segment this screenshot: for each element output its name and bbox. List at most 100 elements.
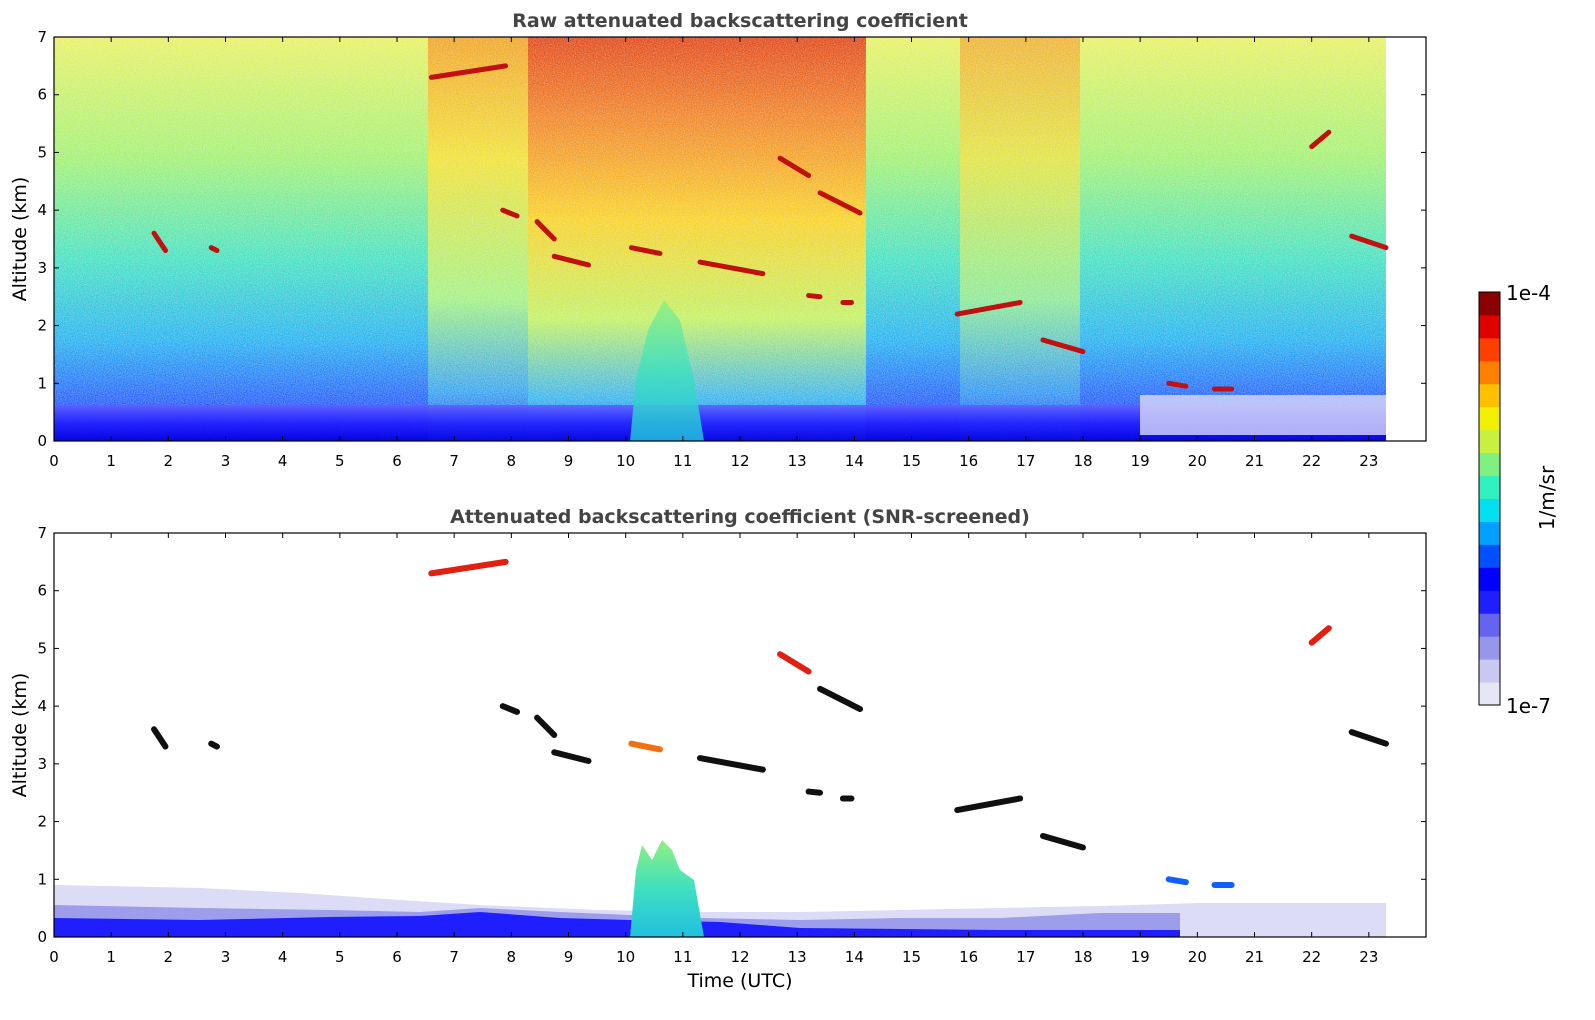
x-tick-label: 15 <box>902 452 921 470</box>
x-tick-label: 6 <box>392 452 402 470</box>
colorbar-segment <box>1479 567 1500 591</box>
colorbar-segment <box>1479 406 1500 431</box>
x-tick-label: 1 <box>106 948 116 966</box>
colorbar-segment <box>1479 360 1500 385</box>
y-tick-label: 1 <box>37 870 47 888</box>
x-tick-label: 10 <box>616 948 635 966</box>
colorbar-segment <box>1479 544 1500 568</box>
y-tick-label: 1 <box>37 374 47 392</box>
y-tick-label: 6 <box>37 86 47 104</box>
cloud-layer <box>628 740 663 753</box>
x-tick-label: 12 <box>730 452 749 470</box>
colorbar-segment <box>1479 429 1500 454</box>
x-tick-label: 16 <box>959 452 978 470</box>
y-tick-label: 0 <box>37 432 47 450</box>
x-tick-label: 6 <box>392 948 402 966</box>
x-tick-label: 13 <box>788 948 807 966</box>
boundary-layer-dense <box>54 912 1180 937</box>
y-tick-label: 2 <box>37 813 47 831</box>
x-tick-label: 21 <box>1245 948 1264 966</box>
colorbar-segment <box>1479 636 1500 660</box>
cloud-layer <box>551 253 592 268</box>
cloud-layer <box>499 703 521 715</box>
colorbar-min-label: 1e-7 <box>1506 694 1551 718</box>
cloud-layer <box>817 190 863 216</box>
axes: 0 1 2 3 4 5 6 7 8 9 10 11 12 13 14 15 16 17 18 19 20 21 22 2301… <box>37 28 1426 470</box>
heatmap-screened <box>54 558 1389 937</box>
cloud-layer <box>551 749 592 764</box>
cloud-layer <box>805 788 824 796</box>
cloud-layer <box>428 558 509 577</box>
y-tick-label: 4 <box>37 201 47 219</box>
colorbar-segment <box>1479 292 1500 316</box>
x-tick-label: 3 <box>221 452 231 470</box>
x-tick-label: 2 <box>164 948 174 966</box>
chart-title: Raw attenuated backscattering coefficien… <box>512 10 968 32</box>
chart-panel-raw: Raw attenuated backscattering coefficien… <box>9 10 1427 470</box>
cloud-layer <box>534 714 558 738</box>
x-tick-label: 0 <box>49 452 59 470</box>
x-tick-label: 17 <box>1016 452 1035 470</box>
colorbar-segment <box>1479 521 1500 545</box>
x-tick-label: 8 <box>507 948 517 966</box>
colorbar: 1e-4 1e-7 1/m/sr <box>1478 281 1559 718</box>
x-tick-label: 14 <box>845 452 864 470</box>
x-tick-label: 23 <box>1359 452 1378 470</box>
y-tick-label: 7 <box>37 28 47 46</box>
x-tick-label: 9 <box>564 452 574 470</box>
y-tick-label: 6 <box>37 582 47 600</box>
cloud-layer <box>1349 233 1389 251</box>
cloud-layer <box>1039 833 1086 851</box>
cloud-layer <box>1308 625 1332 646</box>
cloud-layer <box>697 259 766 277</box>
colorbar-segment <box>1479 659 1500 683</box>
x-tick-label: 15 <box>902 948 921 966</box>
cloud-layer <box>1348 729 1389 747</box>
y-tick-label: 5 <box>37 639 47 657</box>
cloud-layer <box>534 219 557 242</box>
chart-title: Attenuated backscattering coefficient (S… <box>450 506 1030 528</box>
aerosol-plume <box>630 840 704 937</box>
x-tick-label: 11 <box>673 948 692 966</box>
x-tick-label: 4 <box>278 948 288 966</box>
cloud-layer <box>208 740 220 750</box>
colorbar-max-label: 1e-4 <box>1506 281 1551 305</box>
colorbar-segment <box>1479 475 1500 499</box>
cloud-layer <box>777 651 812 675</box>
y-tick-label: 7 <box>37 524 47 542</box>
colorbar-segment <box>1479 613 1500 637</box>
x-tick-label: 14 <box>845 948 864 966</box>
y-axis-label: Altitude (km) <box>9 177 31 302</box>
x-axis-label: Time (UTC) <box>686 970 792 992</box>
cloud-layers <box>151 63 1389 392</box>
y-tick-label: 5 <box>37 143 47 161</box>
plot-frame <box>53 532 1427 938</box>
noise-layer <box>54 37 1386 441</box>
cloud-layers <box>151 558 1389 889</box>
x-tick-label: 1 <box>106 452 116 470</box>
colorbar-segment <box>1479 498 1500 522</box>
cloud-layer <box>806 293 823 300</box>
y-tick-label: 2 <box>37 317 47 335</box>
cloud-layer <box>696 755 766 773</box>
x-tick-label: 12 <box>730 948 749 966</box>
cloud-layer <box>151 726 169 750</box>
cloud-layer <box>1309 129 1332 150</box>
colorbar-segment <box>1479 590 1500 614</box>
x-tick-label: 5 <box>335 452 345 470</box>
x-tick-label: 9 <box>564 948 574 966</box>
x-tick-label: 13 <box>788 452 807 470</box>
colorbar-gradient <box>1479 292 1500 706</box>
x-tick-label: 5 <box>335 948 345 966</box>
cloud-layer <box>777 155 812 179</box>
colorbar-unit-label: 1/m/sr <box>1535 465 1559 530</box>
colorbar-segment <box>1479 314 1500 339</box>
chart-panel-screened: Attenuated backscattering coefficient (S… <box>9 506 1427 992</box>
x-tick-label: 21 <box>1245 452 1264 470</box>
x-tick-label: 22 <box>1302 452 1321 470</box>
x-tick-label: 19 <box>1131 948 1150 966</box>
y-tick-label: 3 <box>37 755 47 773</box>
heatmap-raw <box>54 37 1389 441</box>
x-tick-label: 0 <box>49 948 59 966</box>
